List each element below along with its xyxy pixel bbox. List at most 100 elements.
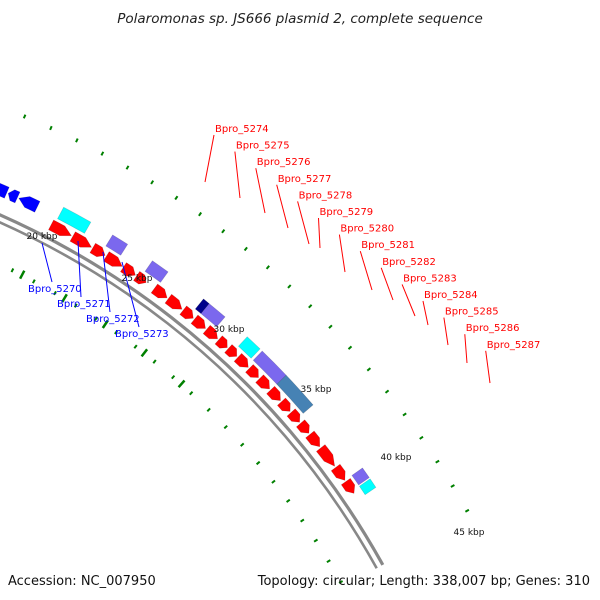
- gene-label: Bpro_5286: [466, 323, 520, 334]
- scale-label: 40 kbp: [381, 453, 412, 463]
- scale-label: 25 kbp: [122, 274, 153, 284]
- major-tick: [140, 348, 149, 358]
- forward-cds-arrow: [89, 242, 106, 258]
- tick-mark: [402, 412, 407, 417]
- tick-mark: [435, 459, 440, 464]
- gene-label: Bpro_5271: [57, 299, 111, 310]
- tick-mark: [287, 284, 292, 289]
- reverse-cds-arrow: [7, 189, 21, 204]
- backbone-inner-line: [0, 221, 378, 569]
- major-tick: [61, 293, 68, 303]
- feature-block: [351, 467, 370, 486]
- tick-mark: [271, 479, 276, 484]
- gene-label: Bpro_5280: [340, 224, 394, 235]
- tick-mark: [10, 268, 15, 273]
- gene-label: Bpro_5273: [115, 329, 169, 340]
- tick-mark: [73, 303, 78, 308]
- forward-cds-arrow: [276, 397, 291, 412]
- feature-block: [200, 303, 226, 328]
- forward-cds-arrow: [295, 419, 310, 434]
- tick-mark: [240, 442, 245, 447]
- tick-mark: [189, 391, 194, 396]
- leader-line: [297, 201, 310, 245]
- leader-line: [443, 317, 449, 346]
- tick-mark: [114, 330, 119, 335]
- tick-mark: [300, 518, 305, 523]
- gene-label: Bpro_5272: [86, 314, 140, 325]
- tick-mark: [419, 435, 424, 440]
- forward-cds-arrow: [266, 385, 281, 401]
- leader-line: [204, 134, 215, 183]
- leader-line: [485, 350, 491, 384]
- major-tick: [101, 319, 109, 329]
- feature-block: [105, 234, 129, 256]
- backbone-outer-line: [0, 213, 385, 566]
- tick-mark: [384, 389, 390, 394]
- leader-line: [380, 267, 394, 301]
- leader-line: [276, 184, 289, 229]
- tick-mark: [308, 304, 313, 309]
- leader-line: [41, 242, 53, 283]
- forward-cds-arrow: [119, 262, 136, 277]
- major-tick: [18, 270, 26, 280]
- forward-cds-arrow: [286, 408, 301, 423]
- accession-text: Accession: NC_007950: [8, 574, 156, 589]
- feature-block: [276, 374, 314, 414]
- leader-line: [121, 261, 140, 328]
- forward-cds-arrow: [224, 344, 238, 358]
- tick-mark: [49, 125, 53, 131]
- leader-line: [102, 251, 111, 313]
- tick-mark: [464, 508, 470, 513]
- tick-mark: [328, 324, 333, 329]
- tick-mark: [133, 344, 138, 349]
- tick-mark: [347, 345, 353, 350]
- gene-label: Bpro_5287: [487, 340, 541, 351]
- feature-block: [252, 350, 287, 385]
- gene-label: Bpro_5279: [320, 207, 374, 218]
- gene-label: Bpro_5274: [215, 124, 269, 135]
- gene-label: Bpro_5277: [278, 174, 332, 185]
- tick-mark: [206, 407, 211, 412]
- gene-labels: Bpro_5270 Bpro_5271 Bpro_5272 Bpro_5273 Bpro…: [28, 124, 540, 351]
- tick-marks: [10, 114, 470, 584]
- feature-block: [237, 336, 261, 359]
- feature-block: [57, 206, 92, 234]
- gene-label: Bpro_5285: [445, 307, 499, 318]
- tick-mark: [150, 180, 155, 185]
- tick-mark: [366, 367, 372, 372]
- scale-label: 20 kbp: [27, 232, 58, 242]
- reverse-cds-arrow: [0, 182, 10, 199]
- label-leaders: [41, 134, 491, 384]
- forward-cds-arrow: [330, 463, 346, 481]
- backbone: [0, 213, 385, 569]
- leader-line: [338, 234, 346, 273]
- tick-mark: [313, 538, 319, 543]
- forward-cds-arrow: [245, 364, 259, 378]
- leader-line: [318, 217, 321, 249]
- tick-mark: [326, 559, 331, 564]
- forward-cds-arrow: [255, 374, 270, 390]
- tick-mark: [286, 498, 291, 503]
- forward-cds-arrow: [190, 314, 206, 329]
- leader-line: [422, 300, 429, 326]
- forward-cds-arrow: [214, 335, 228, 349]
- gene-label: Bpro_5283: [403, 273, 457, 284]
- tick-mark: [198, 211, 203, 217]
- leader-line: [234, 151, 241, 199]
- tick-mark: [223, 424, 228, 430]
- leader-line: [77, 240, 82, 298]
- forward-cds-arrow: [340, 477, 356, 494]
- gene-label: Bpro_5284: [424, 290, 478, 301]
- tick-mark: [221, 229, 226, 234]
- tick-mark: [75, 138, 79, 143]
- forward-cds-arrow: [315, 444, 336, 467]
- scale-labels: 20 kbp 25 kbp 30 kbp 35 kbp 40 kbp 45 kbp: [27, 232, 485, 538]
- forward-cds-arrow: [133, 270, 147, 285]
- tick-mark: [174, 195, 179, 201]
- tick-mark: [152, 359, 157, 364]
- tick-mark: [125, 165, 130, 170]
- tick-mark: [243, 246, 248, 252]
- forward-cds-arrow: [150, 283, 168, 299]
- tick-mark: [53, 290, 57, 296]
